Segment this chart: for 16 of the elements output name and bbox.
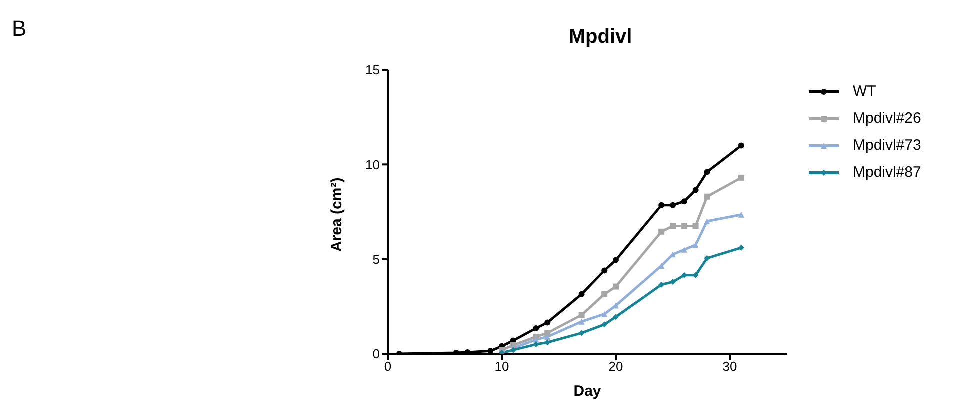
legend-label: WT: [853, 83, 876, 100]
y-tick-label: 15: [366, 62, 380, 78]
x-tick-label: 10: [494, 359, 510, 374]
text: B: [12, 16, 27, 42]
y-tick-label: 5: [372, 252, 380, 267]
chart-title: Mpdivl: [568, 26, 634, 49]
x-axis-title: Day: [574, 383, 602, 400]
x-tick-label: 0: [384, 359, 392, 374]
legend-label: Mpdivl#87: [853, 164, 922, 181]
x-tick-label: 20: [608, 359, 624, 374]
legend-label: Mpdivl#73: [853, 137, 922, 154]
y-axis-title: Area (cm²): [328, 178, 346, 252]
legend-label: Mpdivl#26: [853, 110, 922, 127]
y-tick-label: 10: [366, 157, 380, 172]
x-tick-label: 30: [722, 359, 738, 374]
y-tick-label: 0: [372, 346, 380, 362]
